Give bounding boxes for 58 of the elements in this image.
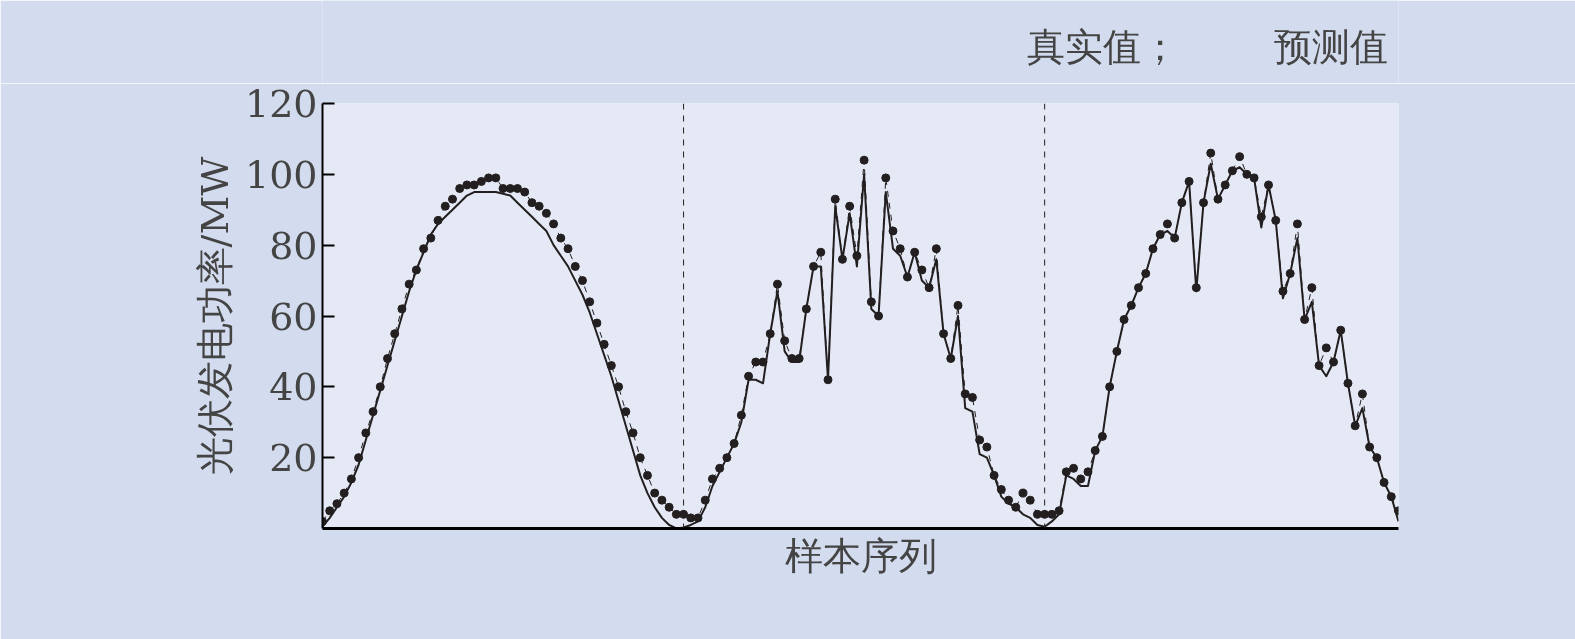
point (939, 329, 949, 339)
point (729, 439, 739, 448)
point (989, 470, 999, 480)
point (1148, 244, 1158, 254)
point (1372, 453, 1382, 463)
point (1112, 346, 1122, 356)
point (1011, 502, 1021, 512)
point (1184, 176, 1194, 186)
point (1271, 215, 1281, 225)
x-axis-title: 样本序列 (784, 533, 937, 578)
point (910, 247, 920, 257)
point (1386, 492, 1396, 502)
point (809, 261, 819, 271)
point (1090, 446, 1100, 456)
y-tick-label: 40 (269, 365, 318, 410)
point (1379, 477, 1389, 487)
point (924, 283, 934, 293)
point (1126, 300, 1136, 310)
y-tick-label: 100 (244, 152, 318, 197)
point (874, 311, 884, 321)
point (1105, 382, 1115, 392)
point (1343, 378, 1353, 388)
point (801, 304, 811, 314)
point (1119, 315, 1129, 325)
point (1141, 269, 1151, 278)
point (1329, 357, 1339, 367)
point (1264, 180, 1274, 190)
y-tick-label: 60 (269, 294, 318, 339)
point (1242, 169, 1252, 179)
point (722, 453, 732, 463)
point (1336, 325, 1346, 335)
point (1365, 442, 1375, 452)
point (823, 375, 833, 385)
point (1285, 269, 1295, 278)
point (1155, 230, 1165, 240)
text: 真实值； (1027, 24, 1179, 71)
y-tick-label: 20 (269, 436, 318, 481)
text: 预测值 (1274, 24, 1388, 71)
point (1177, 198, 1187, 208)
point (1314, 361, 1324, 371)
point (411, 265, 421, 275)
point (946, 354, 956, 363)
point (1220, 180, 1230, 190)
point (902, 272, 912, 282)
y-tick-label: 80 (269, 223, 318, 268)
point (1213, 194, 1223, 204)
point (1097, 431, 1107, 441)
point (1249, 173, 1259, 183)
point (1134, 283, 1144, 293)
y-axis-title: 光伏发电功率/MW (192, 156, 237, 476)
point (1300, 315, 1310, 325)
point (1170, 233, 1180, 243)
point (837, 254, 847, 264)
point (1227, 166, 1237, 176)
point (1350, 421, 1360, 431)
y-tick-label: 120 (244, 82, 318, 126)
point (1199, 198, 1209, 208)
point (765, 329, 775, 339)
